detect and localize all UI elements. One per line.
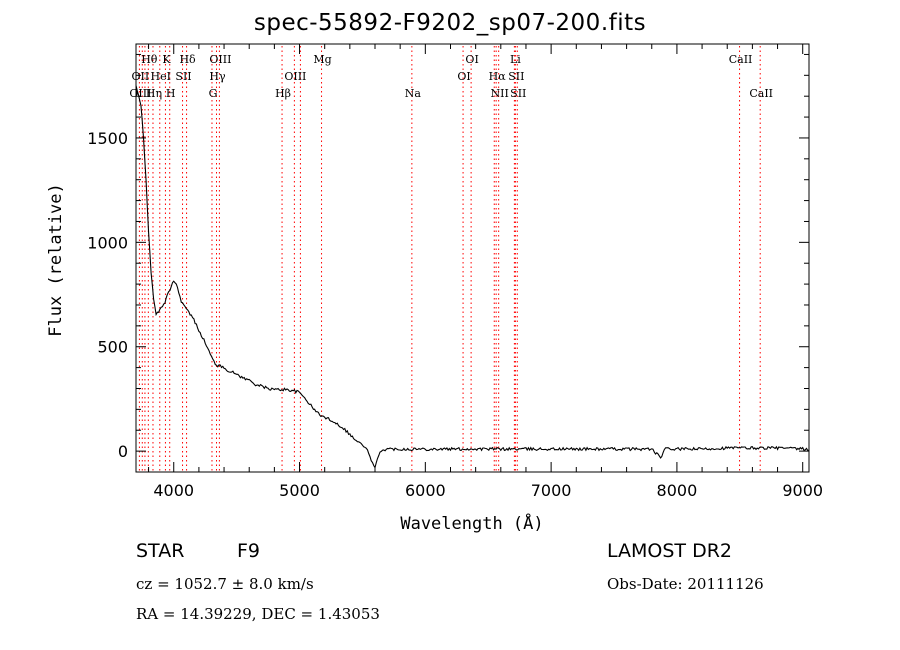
marker-label: Hδ — [179, 53, 196, 66]
marker-label: OII — [132, 70, 150, 83]
tick-marks: 4000 5000 6000 7000 8000 9000 0 500 1000 1500 — [87, 44, 823, 500]
marker-label: Li — [510, 53, 521, 66]
obs-date: Obs-Date: 20111126 — [607, 575, 764, 593]
x-tick-label: 6000 — [405, 481, 446, 500]
coordinates-text: RA = 14.39229, DEC = 1.43053 — [136, 605, 380, 623]
redshift-text: cz = 1052.7 ± 8.0 km/s — [136, 575, 314, 593]
marker-label: H — [166, 87, 176, 100]
y-axis-label: Flux (relative) — [46, 183, 66, 337]
marker-label: Na — [405, 87, 422, 100]
y-tick-label: 1500 — [87, 129, 128, 148]
x-axis-label: Wavelength (Å) — [400, 512, 543, 534]
x-tick-label: 7000 — [531, 481, 572, 500]
x-tick-label: 5000 — [279, 481, 320, 500]
y-tick-label: 0 — [118, 442, 128, 461]
x-tick-label: 8000 — [657, 481, 698, 500]
x-tick-label: 4000 — [153, 481, 194, 500]
marker-label: Mg — [313, 53, 331, 66]
spectrum-line — [135, 85, 810, 470]
marker-label: Hγ — [209, 70, 226, 83]
subclass: F9 — [237, 540, 261, 562]
marker-label: SII — [510, 87, 526, 100]
marker-label: NII — [491, 87, 509, 100]
marker-label: OIII — [129, 87, 151, 100]
marker-label: SII — [508, 70, 524, 83]
marker-label: OIII — [209, 53, 231, 66]
marker-label: OI — [465, 53, 478, 66]
marker-label: K — [162, 53, 171, 66]
marker-label: SII — [175, 70, 191, 83]
survey-name: LAMOST DR2 — [607, 540, 732, 562]
axes — [135, 43, 810, 473]
x-tick-label: 9000 — [782, 481, 823, 500]
marker-label: CaII — [749, 87, 773, 100]
marker-label: Hθ — [141, 53, 158, 66]
y-tick-label: 500 — [97, 338, 128, 357]
marker-label: G — [209, 87, 218, 100]
object-class: STAR — [136, 540, 185, 562]
marker-label: Hα — [489, 70, 507, 83]
marker-label: Hη — [146, 87, 162, 100]
marker-label: OIII — [284, 70, 306, 83]
chart-title: spec-55892-F9202_sp07-200.fits — [253, 10, 647, 36]
marker-label: Hβ — [275, 87, 291, 100]
marker-label: OI — [457, 70, 470, 83]
y-tick-label: 1000 — [87, 233, 128, 252]
marker-label: CaII — [729, 53, 753, 66]
plot-frame — [135, 43, 810, 473]
series-group — [135, 85, 810, 470]
marker-label: HeI — [151, 70, 171, 83]
